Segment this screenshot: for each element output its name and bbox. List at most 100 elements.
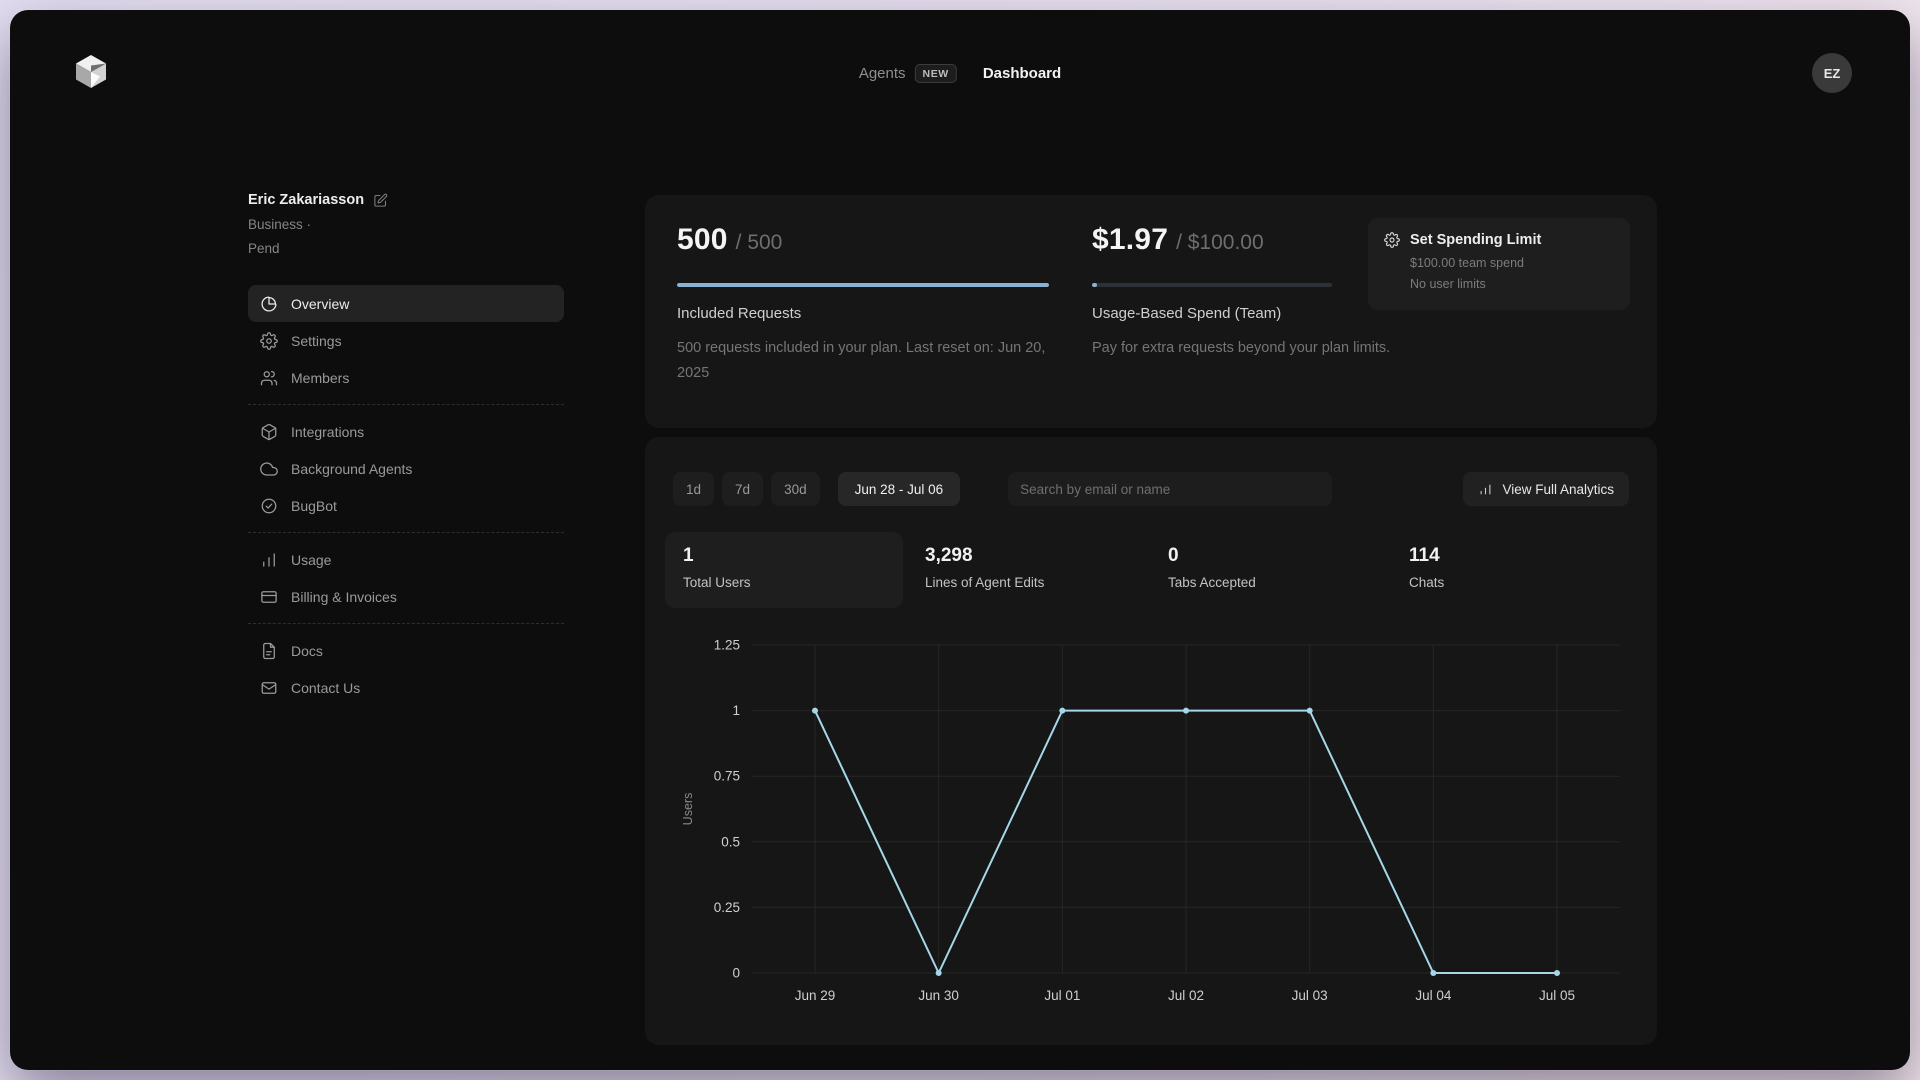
included-requests-progressbar bbox=[677, 283, 1049, 287]
document-icon bbox=[260, 642, 278, 660]
sidebar-item-contact[interactable]: Contact Us bbox=[248, 669, 564, 706]
stat-label: Total Users bbox=[683, 575, 751, 590]
y-tick-label: 0.75 bbox=[714, 769, 740, 784]
sidebar-item-label: Contact Us bbox=[291, 679, 361, 696]
x-tick-label: Jul 03 bbox=[1292, 988, 1328, 1003]
plan-label-line2: Pend bbox=[248, 241, 280, 256]
tab-agents[interactable]: Agents NEW bbox=[858, 63, 957, 83]
pie-chart-icon bbox=[260, 295, 278, 313]
stat-label: Chats bbox=[1409, 575, 1445, 590]
data-point bbox=[1306, 707, 1313, 714]
set-spending-limit-title: Set Spending Limit bbox=[1410, 232, 1542, 248]
sidebar-divider bbox=[248, 623, 564, 624]
y-tick-label: 0.25 bbox=[714, 900, 740, 915]
sidebar-item-settings[interactable]: Settings bbox=[248, 322, 564, 359]
team-spend-limit-text: $100.00 team spend bbox=[1410, 256, 1524, 270]
included-requests-card: 500 / 500 Included Requests 500 requests… bbox=[677, 223, 1049, 386]
member-search bbox=[1008, 472, 1333, 506]
data-point bbox=[1183, 707, 1189, 714]
sidebar-item-background-agents[interactable]: Background Agents bbox=[248, 450, 564, 487]
set-spending-limit-card[interactable]: Set Spending Limit $100.00 team spend No… bbox=[1368, 218, 1630, 310]
x-tick-label: Jul 05 bbox=[1539, 988, 1575, 1003]
date-range-label: Jun 28 - Jul 06 bbox=[854, 481, 944, 497]
x-tick-label: Jul 02 bbox=[1168, 988, 1204, 1003]
app-window: Agents NEW Dashboard EZ Eric Zakariasson… bbox=[10, 10, 1910, 1070]
user-limit-text: No user limits bbox=[1410, 277, 1486, 291]
stat-value: 114 bbox=[1409, 545, 1440, 566]
analytics-filter-row: 1d 7d 30d Jun 28 - Jul 06 View Full Anal… bbox=[673, 472, 1629, 506]
data-point bbox=[1059, 707, 1066, 714]
stat-lines-of-agent-edits[interactable]: 3,298 Lines of Agent Edits bbox=[907, 532, 1145, 608]
range-button-7d[interactable]: 7d bbox=[722, 472, 764, 506]
mail-icon bbox=[260, 679, 278, 697]
usage-spend-description: Pay for extra requests beyond your plan … bbox=[1092, 340, 1391, 356]
box-icon bbox=[260, 423, 278, 441]
new-badge: NEW bbox=[914, 63, 957, 83]
view-full-analytics-label: View Full Analytics bbox=[1502, 481, 1614, 497]
sidebar-item-usage[interactable]: Usage bbox=[248, 541, 564, 578]
edit-team-name-icon[interactable] bbox=[373, 193, 388, 208]
usage-spend-total: / $100.00 bbox=[1176, 231, 1264, 254]
plan-usage-panel: 500 / 500 Included Requests 500 requests… bbox=[645, 195, 1657, 428]
date-range-button[interactable]: Jun 28 - Jul 06 bbox=[837, 472, 961, 506]
tab-agents-label: Agents bbox=[858, 64, 906, 82]
sidebar-item-members[interactable]: Members bbox=[248, 359, 564, 396]
plan-label-line1: Business · bbox=[248, 217, 312, 232]
sidebar-menu: Overview Settings Members Integrations B… bbox=[248, 285, 564, 706]
data-point bbox=[1554, 970, 1560, 976]
gear-icon bbox=[1384, 232, 1400, 248]
stat-chats[interactable]: 114 Chats bbox=[1391, 532, 1629, 608]
y-tick-label: 0 bbox=[732, 966, 740, 981]
sidebar-item-docs[interactable]: Docs bbox=[248, 632, 564, 669]
included-requests-total: / 500 bbox=[735, 231, 783, 254]
check-circle-icon bbox=[260, 497, 278, 515]
y-tick-label: 1 bbox=[732, 703, 740, 718]
sidebar-item-integrations[interactable]: Integrations bbox=[248, 413, 564, 450]
gear-icon bbox=[260, 331, 278, 350]
cursor-logo-icon[interactable] bbox=[72, 52, 110, 90]
tab-dashboard-label: Dashboard bbox=[982, 64, 1062, 82]
y-tick-label: 1.25 bbox=[714, 638, 740, 653]
x-tick-label: Jul 04 bbox=[1415, 988, 1452, 1003]
usage-spend-progressbar bbox=[1092, 283, 1332, 287]
range-button-30d[interactable]: 30d bbox=[771, 472, 820, 506]
y-tick-label: 0.5 bbox=[721, 834, 740, 849]
range-label: 30d bbox=[784, 481, 807, 497]
sidebar-divider bbox=[248, 404, 564, 405]
included-requests-value: 500 bbox=[677, 223, 728, 256]
credit-card-icon bbox=[260, 588, 278, 606]
data-point bbox=[812, 707, 818, 714]
range-label: 7d bbox=[735, 481, 751, 497]
stat-total-users[interactable]: 1 Total Users bbox=[665, 532, 903, 608]
users-icon bbox=[260, 369, 278, 387]
sidebar-item-label: Overview bbox=[291, 295, 350, 312]
search-input[interactable] bbox=[1020, 481, 1321, 497]
sidebar-item-label: Integrations bbox=[291, 423, 365, 440]
data-point bbox=[1430, 970, 1437, 976]
view-full-analytics-button[interactable]: View Full Analytics bbox=[1463, 472, 1629, 506]
stat-label: Lines of Agent Edits bbox=[925, 575, 1045, 590]
x-tick-label: Jun 29 bbox=[795, 988, 836, 1003]
x-tick-label: Jul 01 bbox=[1044, 988, 1080, 1003]
sidebar-item-label: Members bbox=[291, 369, 350, 386]
included-requests-progress-fill bbox=[677, 283, 1049, 287]
avatar-initials: EZ bbox=[1823, 65, 1841, 81]
sidebar-item-overview[interactable]: Overview bbox=[248, 285, 564, 322]
stat-label: Tabs Accepted bbox=[1168, 575, 1256, 590]
sidebar-item-label: Docs bbox=[291, 642, 323, 659]
tab-dashboard[interactable]: Dashboard bbox=[983, 65, 1061, 82]
sidebar: Eric Zakariasson Business · Pend Overvie… bbox=[248, 192, 564, 706]
range-button-1d[interactable]: 1d bbox=[673, 472, 715, 506]
sidebar-item-billing[interactable]: Billing & Invoices bbox=[248, 578, 564, 615]
usage-spend-progress-fill bbox=[1092, 283, 1097, 287]
sidebar-item-label: Background Agents bbox=[291, 460, 413, 477]
data-point bbox=[935, 970, 942, 976]
user-avatar[interactable]: EZ bbox=[1812, 53, 1852, 93]
stat-tabs-accepted[interactable]: 0 Tabs Accepted bbox=[1150, 532, 1388, 608]
x-tick-label: Jun 30 bbox=[918, 988, 959, 1003]
included-requests-title: Included Requests bbox=[677, 305, 802, 322]
usage-spend-value: $1.97 bbox=[1092, 223, 1169, 256]
team-name: Eric Zakariasson bbox=[248, 192, 365, 208]
range-label: 1d bbox=[686, 481, 702, 497]
sidebar-item-bugbot[interactable]: BugBot bbox=[248, 487, 564, 524]
